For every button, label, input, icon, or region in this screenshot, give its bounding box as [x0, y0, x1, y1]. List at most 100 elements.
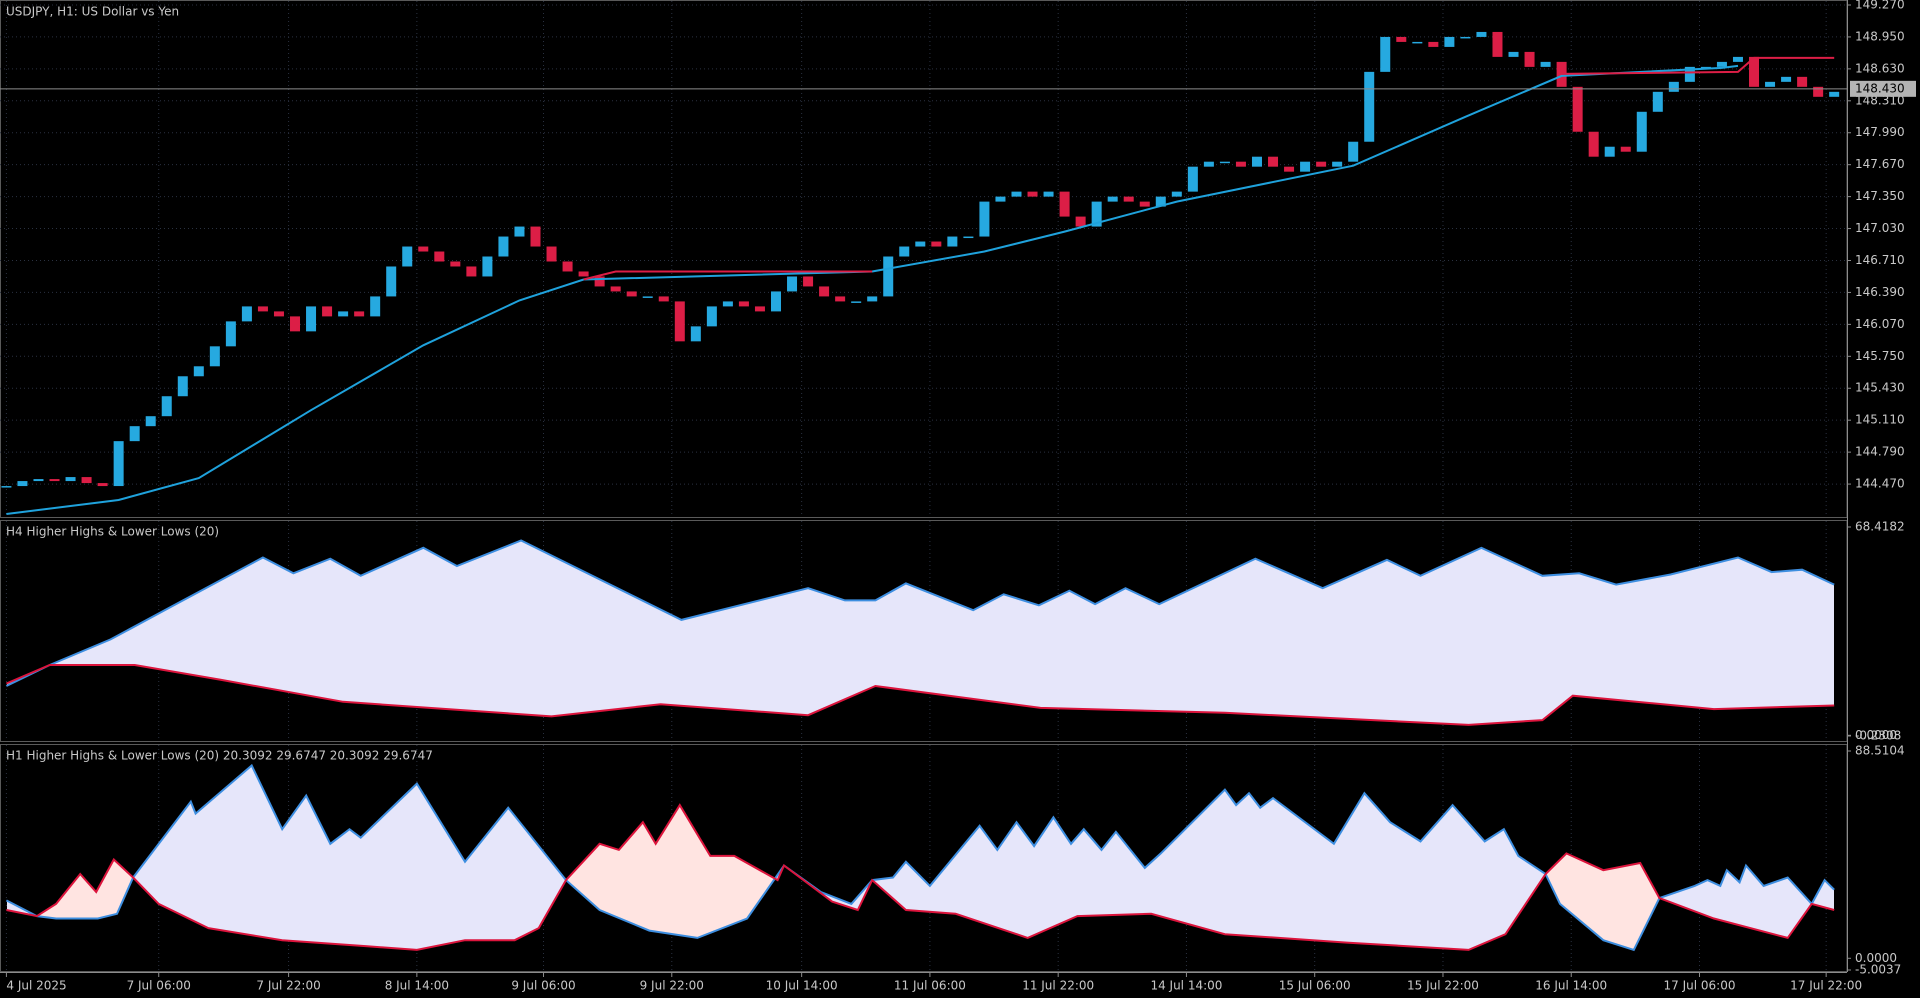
y-tick-label: 144.470 [1855, 477, 1905, 491]
band-fill [49, 540, 1834, 725]
y-tick-label: -5.0037 [1855, 963, 1901, 977]
candle [177, 376, 188, 397]
candle [883, 256, 894, 297]
y-tick-label: 145.750 [1855, 349, 1905, 363]
y-tick-label: 68.4182 [1855, 520, 1905, 534]
candle [578, 271, 589, 277]
candle [1781, 76, 1792, 82]
candle [81, 477, 92, 484]
candle [610, 286, 621, 292]
indicator-line [583, 56, 1835, 281]
pane-title: USDJPY, H1: US Dollar vs Yen [6, 5, 179, 19]
candle [1444, 36, 1455, 47]
candle [1235, 161, 1246, 167]
candle [722, 301, 733, 307]
candle [706, 306, 717, 327]
candle [145, 416, 156, 427]
band-fill [1659, 865, 1834, 938]
candle [594, 276, 605, 287]
candle [1476, 31, 1487, 37]
band-fill [565, 805, 774, 938]
candle [626, 291, 637, 297]
candle [1027, 191, 1038, 197]
band-fill [133, 766, 565, 950]
x-tick-label: 15 Jul 06:00 [1279, 979, 1351, 993]
candle [1716, 61, 1727, 67]
candle [322, 306, 333, 317]
candle [642, 296, 653, 298]
x-tick-label: 11 Jul 06:00 [894, 979, 966, 993]
candle [1508, 51, 1519, 57]
candle [1, 486, 12, 488]
indicator-line [6, 64, 1739, 515]
y-tick-label: -0.2308 [1855, 729, 1901, 743]
candle [1604, 146, 1615, 157]
candle [1364, 71, 1375, 142]
candle [1043, 191, 1054, 197]
x-tick-label: 9 Jul 22:00 [640, 979, 704, 993]
candle [273, 311, 284, 317]
y-tick-label: 145.110 [1855, 413, 1905, 427]
y-tick-label: 148.630 [1855, 61, 1905, 75]
candle [338, 311, 349, 317]
candle [1813, 86, 1824, 97]
candle [754, 306, 765, 312]
candle [113, 441, 124, 487]
band-fill [1545, 853, 1659, 950]
candle [386, 266, 397, 297]
candle [1797, 76, 1808, 87]
band-line [5, 763, 1835, 952]
y-tick-label: 147.350 [1855, 189, 1905, 203]
candle [1492, 31, 1503, 57]
x-tick-label: 14 Jul 14:00 [1150, 979, 1222, 993]
candle [530, 226, 541, 247]
candle [1460, 36, 1471, 39]
candle [915, 241, 926, 247]
x-tick-label: 9 Jul 06:00 [511, 979, 575, 993]
candle [562, 261, 573, 272]
candle [931, 241, 942, 247]
candle [1284, 166, 1295, 172]
candle [241, 306, 252, 322]
candle [1316, 161, 1327, 167]
candle [33, 479, 44, 482]
candle [1636, 111, 1647, 152]
candle [1123, 196, 1134, 202]
candle [851, 301, 862, 303]
candle [466, 266, 477, 277]
y-tick-label: 146.070 [1855, 317, 1905, 331]
candle [354, 311, 365, 317]
candle [1749, 56, 1760, 87]
candle [1203, 161, 1214, 167]
candle [1348, 141, 1359, 162]
candle [1187, 166, 1198, 192]
candle [658, 296, 669, 302]
candle [290, 316, 301, 332]
candle [1139, 201, 1150, 207]
candle [1684, 66, 1695, 82]
band-line [5, 539, 1835, 687]
pane-title: H4 Higher Highs & Lower Lows (20) [6, 525, 219, 539]
candle [1765, 81, 1776, 87]
candle [690, 326, 701, 342]
candle [450, 261, 461, 267]
candle [1829, 91, 1840, 97]
candle [193, 366, 204, 377]
candle [835, 296, 846, 302]
x-tick-label: 7 Jul 22:00 [256, 979, 320, 993]
candle [1251, 156, 1262, 167]
y-tick-label: 0.0000 [1855, 951, 1897, 965]
band-fill [36, 859, 133, 919]
candle [498, 236, 509, 257]
candle [1171, 191, 1182, 197]
pane-title: H1 Higher Highs & Lower Lows (20) 20.309… [6, 749, 433, 763]
candle [1107, 196, 1118, 202]
x-tick-label: 17 Jul 06:00 [1664, 979, 1736, 993]
candle [225, 321, 236, 347]
candle [97, 483, 108, 487]
x-tick-label: 10 Jul 14:00 [766, 979, 838, 993]
candle [867, 296, 878, 302]
band-line [6, 803, 1835, 951]
candle [770, 291, 781, 312]
